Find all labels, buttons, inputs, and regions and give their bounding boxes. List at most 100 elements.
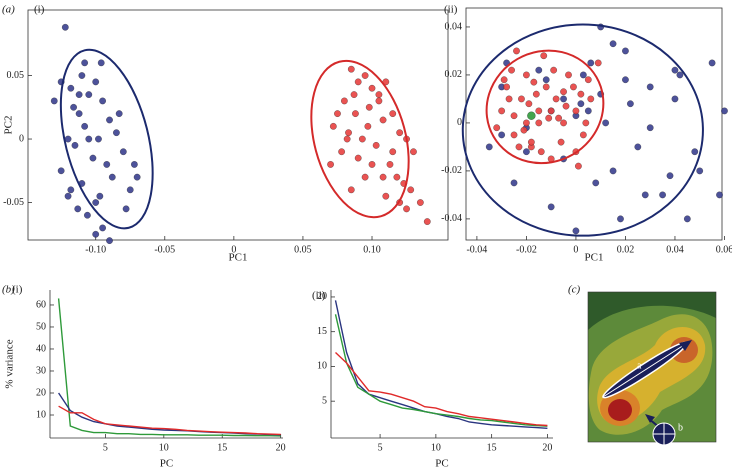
point	[535, 66, 543, 74]
y-tick-label: 0.05	[7, 70, 25, 81]
panel: (i) PC % variance 5 10 15 20 10 20 30 40 50 60	[4, 284, 286, 470]
point	[542, 76, 550, 84]
point	[393, 173, 401, 181]
point	[423, 218, 431, 225]
point	[565, 71, 572, 79]
point	[99, 224, 106, 232]
point	[575, 162, 582, 170]
point	[113, 129, 120, 137]
point	[582, 119, 590, 127]
point	[343, 135, 351, 143]
y-tick-label: 10	[36, 409, 46, 420]
point	[361, 173, 369, 181]
point	[67, 186, 75, 194]
x-tick-label: -0.04	[466, 244, 487, 255]
point	[327, 161, 334, 168]
contour-panel: a b	[587, 291, 717, 446]
point	[358, 135, 366, 143]
point	[347, 65, 355, 73]
point	[379, 116, 387, 124]
point	[368, 161, 376, 168]
point	[375, 91, 383, 98]
y-tick-label: 60	[36, 299, 46, 310]
x-tick-label: 10	[159, 442, 169, 453]
y-tick-label: 0.02	[445, 69, 463, 80]
x-tick-label: 0	[231, 244, 236, 255]
y-tick-label: 15	[317, 326, 327, 337]
point	[527, 111, 536, 120]
point	[92, 230, 100, 238]
point	[361, 72, 369, 79]
point	[584, 107, 592, 115]
point	[92, 78, 100, 86]
x-tick-label: 15	[217, 442, 227, 453]
point	[622, 47, 629, 55]
diagram-label: b	[678, 422, 683, 433]
confidence-ellipse	[461, 23, 704, 237]
x-tick-label: 0.10	[363, 244, 381, 255]
point	[126, 186, 134, 194]
x-tick-label: 0.05	[294, 244, 312, 255]
line	[335, 351, 548, 427]
point	[350, 91, 358, 98]
x-axis-label: PC1	[585, 252, 604, 264]
plot-frame	[465, 7, 723, 241]
point	[108, 173, 116, 181]
point	[535, 107, 543, 115]
point	[64, 135, 72, 143]
line	[58, 405, 281, 436]
point	[508, 66, 515, 74]
panel-label: (a)	[2, 4, 15, 16]
y-axis-label: PC2	[3, 116, 15, 135]
point	[523, 71, 530, 79]
point	[354, 78, 362, 86]
point	[99, 97, 106, 105]
point	[634, 143, 642, 151]
point	[555, 114, 562, 122]
point	[103, 161, 111, 168]
panel-label: (c)	[568, 284, 581, 296]
diagram-label: a	[637, 360, 642, 371]
x-tick-label: 0	[573, 244, 578, 255]
point	[115, 110, 123, 117]
point	[557, 138, 565, 146]
point	[510, 179, 518, 187]
panel-title: (i)	[12, 284, 23, 296]
y-tick-label: 20	[36, 387, 46, 398]
point	[85, 91, 93, 98]
point	[75, 91, 83, 98]
point	[341, 97, 348, 105]
point	[70, 103, 77, 111]
point	[89, 154, 97, 162]
point	[666, 172, 674, 180]
point	[95, 135, 102, 143]
x-tick-label: 0.02	[617, 244, 635, 255]
line	[334, 314, 548, 427]
x-axis-label: PC	[435, 458, 448, 470]
point	[396, 129, 403, 137]
point	[696, 167, 704, 175]
point	[74, 205, 82, 213]
point	[572, 227, 580, 235]
point	[498, 107, 506, 115]
point	[81, 122, 88, 130]
point	[594, 59, 602, 67]
line	[57, 298, 281, 437]
y-tick-label: -0.04	[441, 213, 462, 224]
point	[375, 97, 383, 105]
point	[78, 72, 86, 79]
panel: (ii) PC 5 10 15 20 5 10 15 20	[312, 290, 553, 470]
point	[61, 23, 69, 31]
confidence-ellipse	[310, 59, 410, 219]
point	[510, 131, 518, 139]
point	[513, 47, 520, 55]
point	[329, 122, 337, 130]
confidence-ellipse	[485, 49, 605, 165]
point	[364, 122, 372, 130]
point	[617, 215, 624, 223]
point	[580, 71, 587, 79]
point	[50, 97, 58, 105]
point	[683, 215, 691, 223]
point	[547, 203, 555, 211]
point	[560, 95, 567, 103]
